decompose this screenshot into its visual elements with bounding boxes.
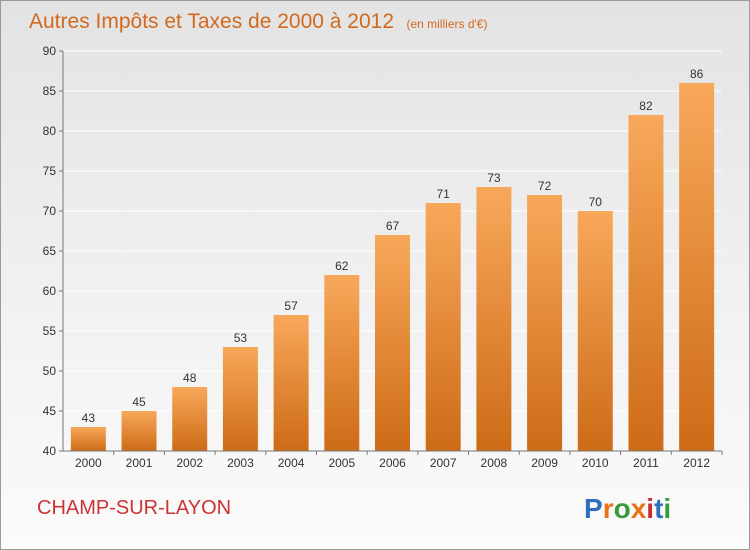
data-label-2006: 67 — [386, 219, 400, 233]
y-tick-label: 80 — [43, 124, 57, 138]
data-label-2005: 62 — [335, 259, 349, 273]
x-tick-label: 2006 — [379, 456, 406, 470]
data-label-2010: 70 — [589, 195, 603, 209]
bar-2006 — [375, 235, 410, 451]
data-label-2003: 53 — [234, 331, 248, 345]
x-tick-label: 2001 — [126, 456, 153, 470]
data-label-2009: 72 — [538, 179, 552, 193]
bar-2004 — [273, 315, 309, 451]
x-tick-label: 2004 — [278, 456, 305, 470]
chart-title-group: Autres Impôts et Taxes de 2000 à 2012 (e… — [29, 10, 487, 33]
bar-2009 — [527, 195, 563, 451]
x-tick-label: 2012 — [683, 456, 710, 470]
y-tick-label: 65 — [43, 244, 57, 258]
bar-2008 — [476, 187, 512, 451]
bar-2010 — [577, 211, 613, 451]
y-tick-label: 75 — [43, 164, 57, 178]
chart-subtitle: (en milliers d'€) — [406, 17, 487, 31]
data-label-2011: 82 — [639, 99, 653, 113]
bar-2000 — [70, 427, 106, 451]
x-tick-label: 2000 — [75, 456, 102, 470]
location-name: CHAMP-SUR-LAYON — [37, 497, 231, 519]
y-tick-label: 60 — [43, 284, 57, 298]
bar-2011 — [628, 115, 664, 451]
x-tick-label: 2007 — [430, 456, 457, 470]
y-tick-label: 90 — [43, 44, 57, 58]
x-tick-label: 2011 — [633, 456, 659, 470]
y-tick-label: 70 — [43, 204, 57, 218]
bar-2001 — [121, 411, 157, 451]
data-label-2000: 43 — [82, 411, 96, 425]
data-label-2001: 45 — [132, 395, 146, 409]
y-tick-label: 45 — [43, 404, 57, 418]
labels: 40 45 50 55 60 65 70 75 80 85 90 43 2000 45 2001 48 2002… — [43, 44, 711, 470]
x-tick-label: 2005 — [328, 456, 355, 470]
data-label-2012: 86 — [690, 67, 704, 81]
y-tick-label: 50 — [43, 364, 57, 378]
x-tick-label: 2009 — [531, 456, 558, 470]
bar-2005 — [324, 275, 360, 451]
x-tick-label: 2008 — [481, 456, 508, 470]
bar-2012 — [679, 83, 715, 451]
data-label-2002: 48 — [183, 371, 197, 385]
bar-2003 — [222, 347, 258, 451]
bar-2002 — [172, 387, 208, 451]
y-tick-label: 85 — [43, 84, 57, 98]
chart-title: Autres Impôts et Taxes de 2000 à 2012 — [29, 10, 394, 33]
axes — [59, 50, 723, 455]
data-label-2007: 71 — [437, 187, 451, 201]
y-tick-label: 55 — [43, 324, 57, 338]
data-label-2008: 73 — [487, 171, 501, 185]
x-tick-label: 2003 — [227, 456, 254, 470]
bar-2007 — [425, 203, 461, 451]
bars — [70, 83, 715, 451]
proxiti-logo: Proxiti — [584, 493, 671, 524]
data-label-2004: 57 — [284, 299, 298, 313]
y-tick-label: 40 — [43, 444, 57, 458]
x-tick-label: 2010 — [582, 456, 609, 470]
x-tick-label: 2002 — [176, 456, 203, 470]
